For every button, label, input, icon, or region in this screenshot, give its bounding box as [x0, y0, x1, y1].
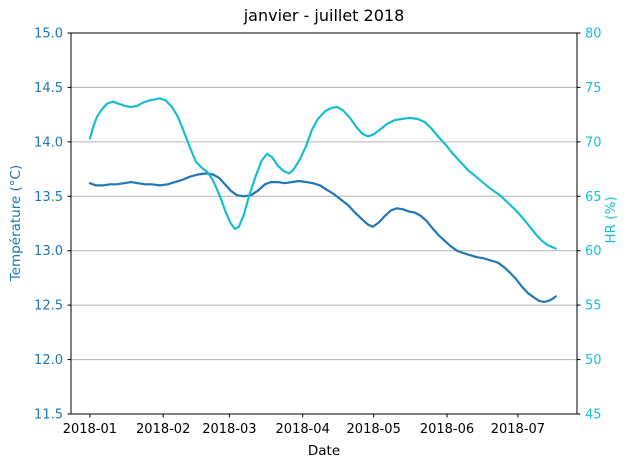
left-y-tick-label: 11.5 — [34, 408, 63, 423]
plot-border — [70, 32, 578, 415]
x-tick-label: 2018-01 — [63, 422, 117, 437]
right-y-tick-label: 65 — [585, 190, 602, 205]
right-y-tick-label: 75 — [585, 81, 602, 96]
x-tick-label: 2018-05 — [347, 422, 401, 437]
line-hr — [88, 97, 557, 250]
left-y-tick-label: 12.0 — [34, 353, 63, 368]
left-y-axis-label: Température (°C) — [8, 164, 24, 282]
right-y-axis-label: HR (%) — [603, 196, 619, 244]
chart-title: janvier - juillet 2018 — [243, 6, 405, 25]
right-y-tick-label: 50 — [585, 353, 602, 368]
left-y-tick-label: 14.0 — [34, 135, 63, 150]
x-tick-label: 2018-04 — [276, 422, 330, 437]
x-axis-label: Date — [307, 443, 341, 459]
left-y-tick-label: 12.5 — [34, 299, 63, 314]
right-y-tick-label: 70 — [585, 135, 602, 150]
left-y-tick-label: 13.0 — [34, 244, 63, 259]
x-tick-label: 2018-07 — [491, 422, 545, 437]
x-tick-label: 2018-02 — [136, 422, 190, 437]
right-y-tick-label: 80 — [585, 27, 602, 42]
left-y-tick-label: 14.5 — [34, 81, 63, 96]
x-tick-label: 2018-06 — [420, 422, 474, 437]
left-y-tick-label: 13.5 — [34, 190, 63, 205]
x-tick-label: 2018-03 — [202, 422, 256, 437]
right-y-tick-label: 60 — [585, 244, 602, 259]
right-y-tick-label: 55 — [585, 299, 602, 314]
line-temperature — [88, 172, 557, 303]
right-y-tick-label: 45 — [585, 408, 602, 423]
left-y-tick-label: 15.0 — [34, 27, 63, 42]
